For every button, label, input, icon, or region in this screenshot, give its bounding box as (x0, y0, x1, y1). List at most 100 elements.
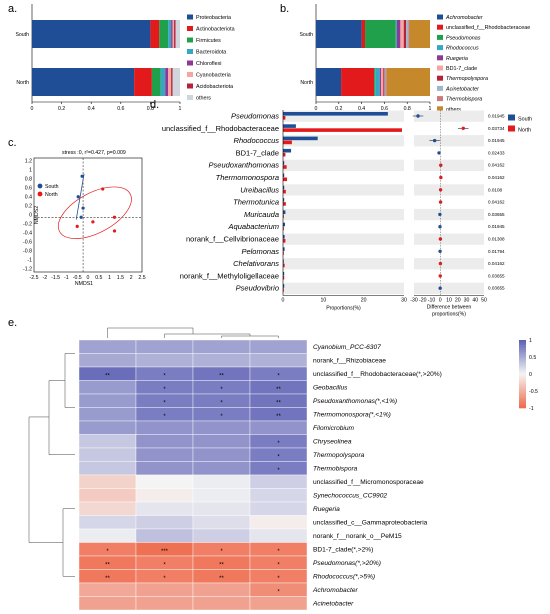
legend-label: Proteobacteria (196, 15, 231, 21)
legend-label: Cyanobacteria (196, 73, 231, 79)
colorbar-step (519, 375, 526, 378)
significance-stars: ** (219, 576, 224, 582)
p-value: 0.01308 (488, 237, 505, 242)
row-label: Achromobacter (312, 587, 359, 594)
category-label: norank_f__Cellvibrionaceae (186, 235, 279, 244)
legend-label: South (45, 184, 59, 190)
legend-label: Bacteroidota (196, 50, 226, 56)
heatmap-cell (135, 582, 194, 597)
y-tick-label: 0.4 (25, 195, 32, 201)
y-tick-label: 0.2 (25, 204, 32, 210)
legend-label: Acidobacteriota (196, 84, 233, 90)
difference-point (432, 138, 437, 143)
colorbar-step (519, 367, 526, 370)
row-stripe (414, 184, 484, 196)
bar-segment (385, 68, 387, 96)
bar (283, 275, 285, 280)
y-tick-label: -1 (27, 258, 32, 264)
colorbar-step (519, 396, 526, 399)
bar-segment (384, 68, 386, 96)
heatmap-cell (78, 407, 137, 422)
category-label: Rhodococcus (234, 136, 280, 145)
heatmap-cell (192, 501, 251, 516)
x-tick-label: -1 (64, 275, 69, 281)
legend-swatch (437, 85, 443, 91)
heatmap-cell (78, 582, 137, 597)
difference-point (461, 126, 465, 130)
row-label: Ruegeria (313, 506, 340, 513)
x-tick-label: 0 (31, 106, 34, 112)
legend-swatch (437, 55, 443, 61)
x-tick-label: -10 (428, 298, 436, 304)
heatmap-cell (249, 515, 308, 530)
row-label: norank_f__Rhizobiaceae (313, 358, 386, 365)
y-tick-label: -0.8 (23, 249, 32, 255)
heatmap-cell (192, 582, 251, 597)
heatmap-cell (135, 447, 194, 462)
category-label: South (299, 32, 313, 38)
legend-label: Firmicutes (196, 38, 221, 44)
heatmap-cell (135, 488, 194, 503)
colorbar-tick-label: 1 (529, 338, 532, 344)
scatter-point (79, 215, 83, 219)
colorbar-step (519, 387, 526, 390)
bar-segment (175, 20, 180, 48)
heatmap-cell (78, 515, 137, 530)
heatmap-cell (135, 596, 194, 611)
heatmap-cell (78, 501, 137, 516)
panel-a-stacked-bar: 0 0.2 0.4 0.6 0.8 1 South North Proteobacteria Ac… (15, 4, 235, 112)
panel-label-b: b. (280, 3, 289, 15)
colorbar-step (519, 350, 526, 353)
bar-segment (171, 20, 173, 48)
colorbar-step (519, 392, 526, 395)
bar-segment (408, 20, 410, 48)
bar (283, 222, 286, 227)
bar (283, 271, 285, 276)
bar-segment (365, 20, 396, 48)
scatter-point (76, 195, 80, 199)
panel-label-d: d. (150, 99, 159, 111)
significance-stars: * (277, 468, 280, 474)
significance-stars: * (220, 400, 223, 406)
bar-segment (383, 68, 385, 96)
x-tick-label: 0.5 (95, 275, 102, 281)
p-value: 0.03655 (488, 273, 505, 278)
bar-segment (151, 68, 161, 96)
x-tick-label: 0 (282, 298, 285, 304)
bar (283, 263, 285, 268)
heatmap-cell (249, 420, 308, 435)
colorbar-step (519, 343, 526, 346)
column-dendrogram-branch (164, 333, 251, 338)
colorbar-tick-label: -0.5 (529, 389, 538, 395)
south-spread-line (75, 173, 85, 220)
bar-segment (165, 68, 169, 96)
heatmap-cell (135, 353, 194, 368)
difference-point (416, 114, 420, 118)
dendrogram-branch (28, 416, 63, 543)
bar (283, 161, 285, 165)
significance-stars: ** (105, 373, 110, 379)
colorbar-step (519, 355, 526, 358)
legend-swatch (437, 45, 443, 51)
panel-label-c: c. (8, 137, 17, 149)
colorbar-step (519, 380, 526, 383)
colorbar-step (519, 382, 526, 385)
category-label: norank_f__Methyloligellaceae (180, 271, 279, 280)
legend-label: Thermobispora (446, 97, 482, 103)
x-tick-label: 30 (401, 298, 407, 304)
legend-swatch (187, 83, 193, 89)
x-tick-label: -30 (410, 298, 418, 304)
panel-d-diff-bar: Pseudomonas 0.01945 unclassified_f__Rhodob… (162, 110, 532, 318)
p-value: 0.01945 (488, 114, 505, 119)
panel-c-nmds-scatter: stress :0, r²=0.427, p=0.009 -2.5 -2 -1.5 -1… (23, 150, 146, 287)
p-value: 0.04162 (488, 261, 505, 266)
x-axis-title: NMDS1 (75, 281, 93, 287)
colorbar-step (519, 358, 526, 361)
significance-stars: ** (276, 387, 281, 393)
x-tick-label: 2 (130, 275, 133, 281)
bar-segment (172, 20, 175, 48)
row-label: Thermopolyspora (313, 452, 365, 459)
y-axis-title: NMDS2 (34, 206, 40, 224)
bar (283, 247, 285, 251)
